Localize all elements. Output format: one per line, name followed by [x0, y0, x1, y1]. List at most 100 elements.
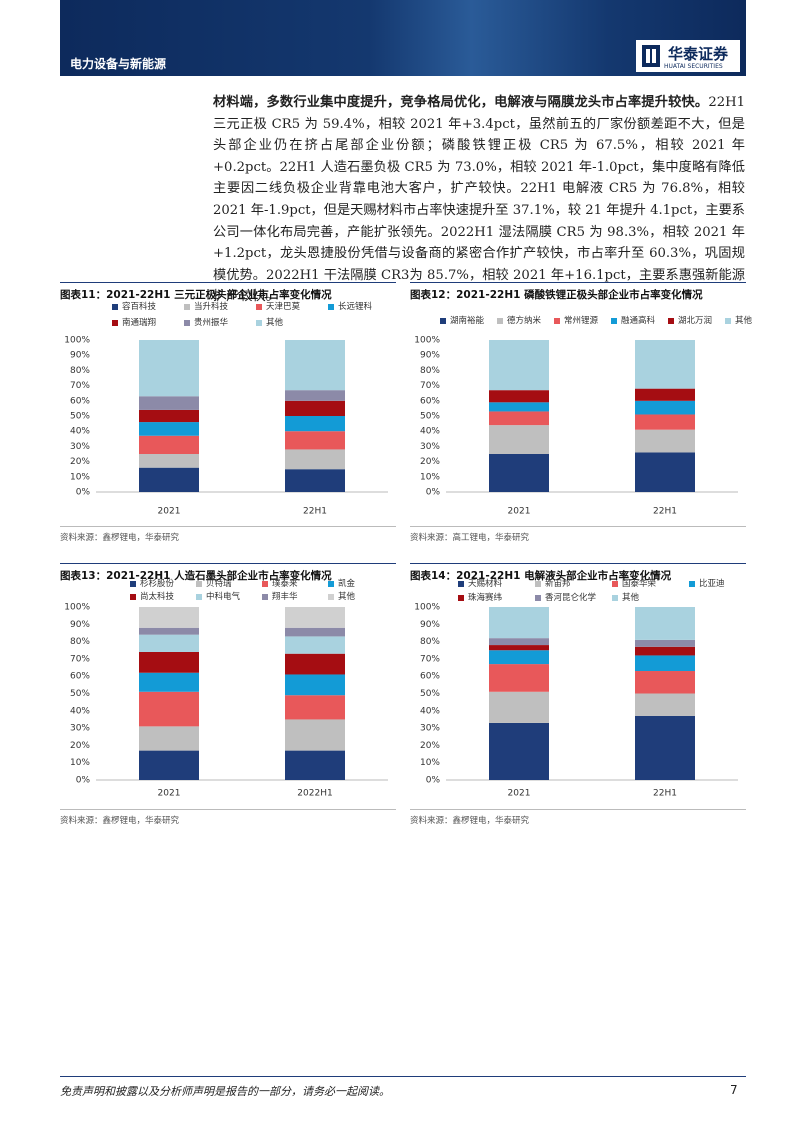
- chart-title: 2021-22H1 三元正极头部企业市占率变化情况: [106, 289, 332, 301]
- bar-segment: [635, 639, 695, 647]
- x-tick-label: 2022H1: [297, 789, 332, 799]
- y-tick-label: 40%: [70, 706, 90, 716]
- bar-segment: [635, 340, 695, 389]
- legend-item: 天津巴莫: [256, 300, 300, 312]
- legend-item: 湖北万润: [668, 314, 712, 326]
- legend-label: 璞泰来: [272, 579, 298, 589]
- chart-source: 资料来源：鑫椤锂电，华泰研究: [60, 526, 396, 543]
- legend-swatch: [612, 594, 618, 601]
- header-band: [60, 0, 746, 76]
- y-tick-label: 80%: [70, 637, 90, 647]
- legend-item: 新宙邦: [535, 577, 571, 589]
- chart-source: 资料来源：鑫椤锂电，华泰研究: [60, 809, 396, 826]
- legend-label: 常州锂源: [564, 316, 599, 326]
- y-tick-label: 60%: [420, 396, 440, 406]
- legend-item: 容百科技: [112, 300, 156, 312]
- y-tick-label: 90%: [70, 620, 90, 630]
- y-tick-label: 50%: [70, 412, 90, 422]
- y-tick-label: 60%: [420, 672, 440, 682]
- chart-title-row: 图表14：2021-22H1 电解液头部企业市占率变化情况: [410, 563, 746, 582]
- bar-segment: [139, 435, 199, 454]
- bar-segment: [285, 653, 345, 675]
- chart-label: 图表13：: [60, 570, 107, 582]
- legend-swatch: [458, 580, 464, 587]
- legend-label: 其他: [735, 316, 753, 326]
- bar-segment: [489, 650, 549, 665]
- bar-segment: [285, 750, 345, 780]
- lead: 材料端，多数行业集中度提升，竞争格局优化，电解液与隔膜龙头市占率提升较快。: [213, 95, 709, 110]
- legend-swatch: [112, 303, 118, 310]
- y-tick-label: 10%: [420, 758, 440, 768]
- legend-swatch: [328, 593, 334, 600]
- bar-segment: [139, 467, 199, 492]
- y-tick-label: 100%: [64, 336, 90, 346]
- x-tick-label: 2021: [508, 507, 531, 517]
- legend-item: 当升科技: [184, 300, 228, 312]
- y-tick-label: 50%: [70, 689, 90, 699]
- legend-label: 其他: [266, 318, 284, 328]
- bar-segment: [489, 454, 549, 492]
- bar-segment: [635, 693, 695, 716]
- legend-item: 翔丰华: [262, 590, 298, 602]
- logo-icon: [642, 45, 660, 67]
- bar-segment: [285, 674, 345, 696]
- legend-label: 香河昆仑化学: [545, 593, 597, 603]
- legend-swatch: [256, 319, 262, 326]
- legend-swatch: [668, 317, 674, 324]
- paragraph: 材料端，多数行业集中度提升，竞争格局优化，电解液与隔膜龙头市占率提升较快。22H…: [213, 92, 745, 308]
- legend-label: 其他: [622, 593, 640, 603]
- bar-segment: [489, 402, 549, 412]
- legend-swatch: [196, 580, 202, 587]
- legend-label: 国泰华荣: [622, 579, 657, 589]
- legend-item: 比亚迪: [689, 577, 725, 589]
- bar-segment: [489, 607, 549, 639]
- legend-item: 德方纳米: [497, 314, 541, 326]
- legend-swatch: [458, 594, 464, 601]
- bar-segment: [635, 646, 695, 656]
- chart: 图表11：2021-22H1 三元正极头部企业市占率变化情况 容百科技 当升科技 天津…: [60, 282, 396, 544]
- y-tick-label: 30%: [70, 724, 90, 734]
- chart: 图表13：2021-22H1 人造石墨头部企业市占率变化情况 杉杉股份 贝特瑞 璞泰来…: [60, 563, 396, 826]
- bar-segment: [489, 425, 549, 454]
- legend-item: 尚太科技: [130, 590, 174, 602]
- bar-segment: [139, 340, 199, 397]
- legend-item: 香河昆仑化学: [535, 591, 596, 603]
- legend-swatch: [184, 303, 190, 310]
- legend-label: 贝特瑞: [206, 579, 232, 589]
- bar-segment: [635, 671, 695, 694]
- legend-label: 天赐材料: [468, 579, 503, 589]
- chart-source: 资料来源：高工锂电，华泰研究: [410, 526, 746, 543]
- y-tick-label: 20%: [420, 457, 440, 467]
- legend-label: 长远锂科: [338, 302, 373, 312]
- legend-item: 贝特瑞: [196, 577, 232, 589]
- section-name: 电力设备与新能源: [70, 57, 167, 71]
- bar-segment: [489, 664, 549, 692]
- disclaimer: 免责声明和披露以及分析师声明是报告的一部分，请务必一起阅读。: [60, 1085, 390, 1098]
- legend-swatch: [196, 593, 202, 600]
- chart-title-row: 图表11：2021-22H1 三元正极头部企业市占率变化情况: [60, 282, 396, 301]
- legend-swatch: [440, 317, 446, 324]
- x-tick-label: 22H1: [303, 507, 327, 517]
- y-tick-label: 0%: [426, 488, 441, 498]
- legend-swatch: [497, 317, 503, 324]
- y-tick-label: 90%: [420, 351, 440, 361]
- y-tick-label: 30%: [420, 724, 440, 734]
- legend-label: 容百科技: [122, 302, 157, 312]
- bar-segment: [139, 607, 199, 628]
- chart-label: 图表14：: [410, 570, 457, 582]
- body-text: 22H1 三元正极 CR5 为 59.4%，相较 2021 年+3.4pct，虽…: [213, 95, 745, 305]
- y-tick-label: 90%: [70, 351, 90, 361]
- legend-swatch: [535, 580, 541, 587]
- legend-label: 南通瑞翔: [122, 318, 157, 328]
- legend-item: 中科电气: [196, 590, 240, 602]
- y-tick-label: 0%: [426, 776, 441, 786]
- bar-segment: [285, 416, 345, 432]
- legend-label: 融通高科: [621, 316, 656, 326]
- y-tick-label: 70%: [420, 654, 440, 664]
- logo-box: [636, 40, 740, 72]
- legend-item: 南通瑞翔: [112, 316, 156, 328]
- legend-label: 凯金: [338, 579, 356, 589]
- bar-segment: [139, 651, 199, 673]
- legend-label: 天津巴莫: [266, 302, 301, 312]
- x-tick-label: 22H1: [653, 507, 677, 517]
